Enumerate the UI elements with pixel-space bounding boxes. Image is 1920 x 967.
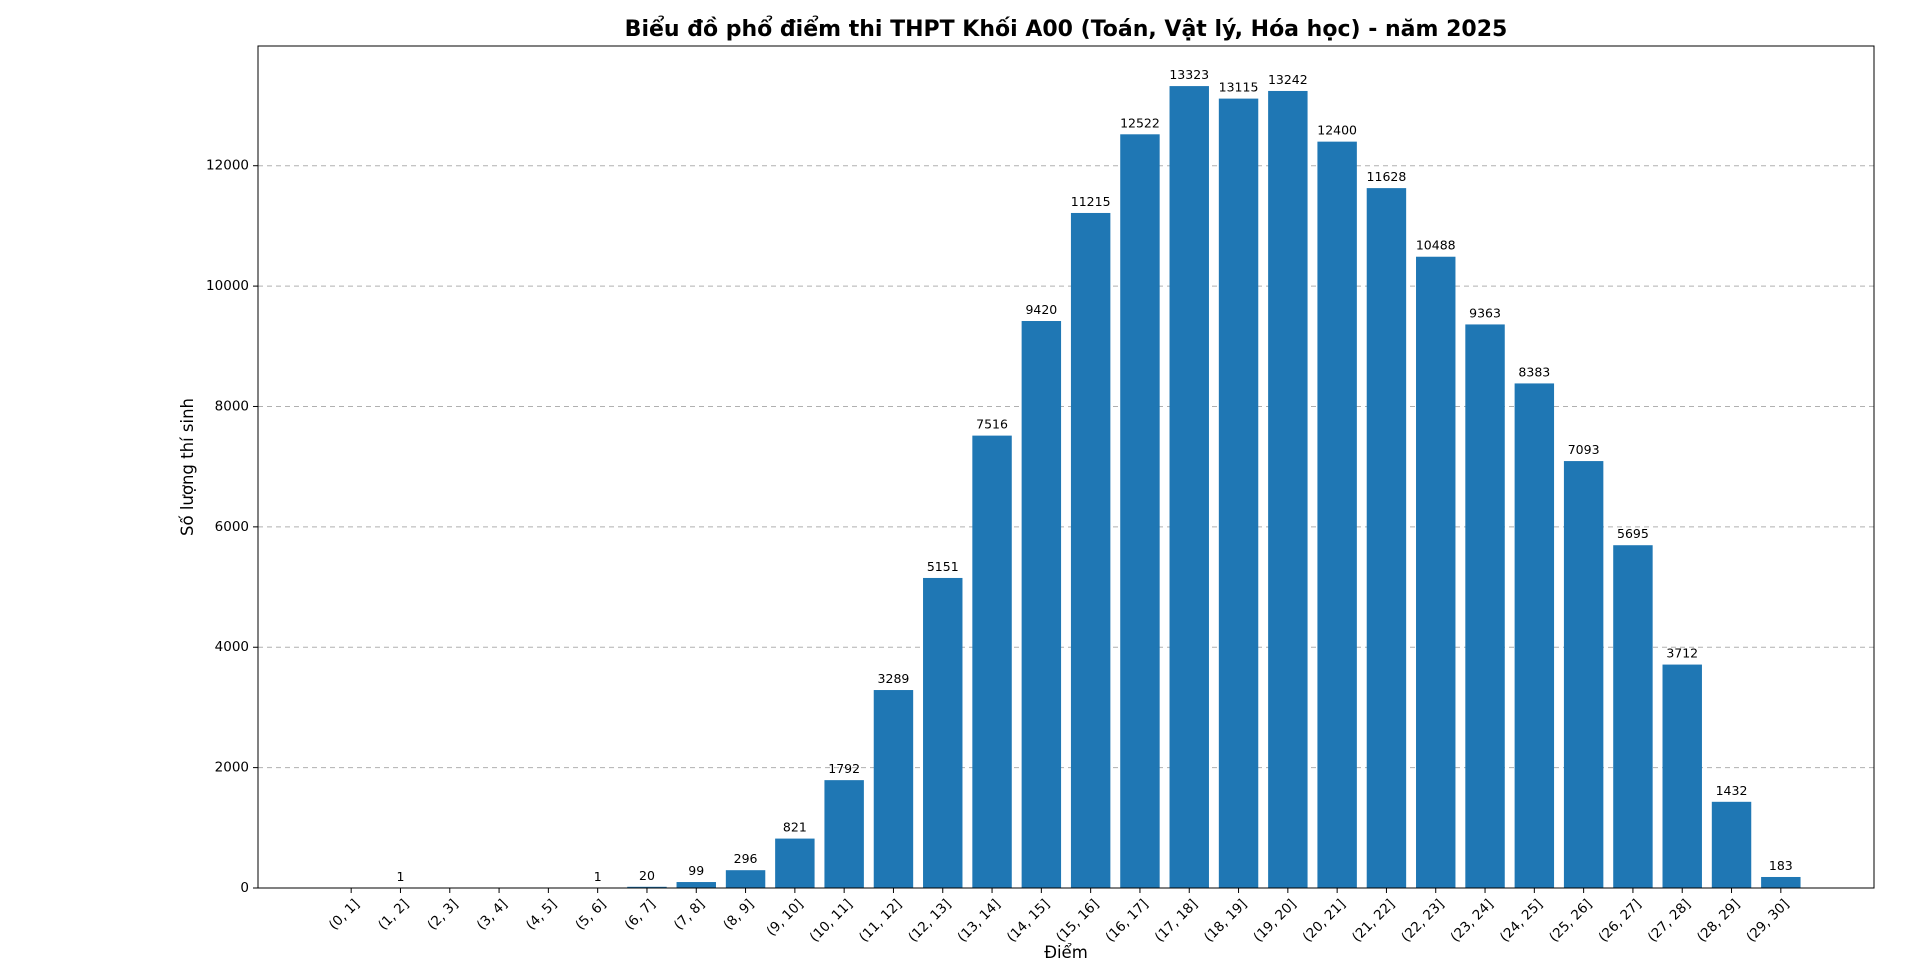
x-tick-label: (16, 17] — [1102, 896, 1151, 945]
bar — [824, 780, 864, 888]
value-label: 12400 — [1317, 123, 1357, 138]
x-tick-label: (15, 16] — [1053, 896, 1102, 945]
bar — [1268, 90, 1308, 889]
bar — [1416, 256, 1456, 888]
bar — [1711, 801, 1752, 888]
x-tick-label: (2, 3] — [424, 896, 461, 933]
bar — [1514, 383, 1555, 888]
x-tick-label: (20, 21] — [1300, 896, 1349, 945]
x-tick-label: (17, 18] — [1152, 896, 1201, 945]
y-axis-label: Số lượng thí sinh — [178, 398, 197, 536]
value-label: 13115 — [1219, 80, 1259, 95]
value-label: 99 — [688, 863, 704, 878]
bar — [1120, 134, 1160, 888]
x-tick-label: (27, 28] — [1645, 896, 1694, 945]
x-tick-label: (14, 15] — [1004, 896, 1053, 945]
bar — [725, 870, 766, 888]
y-tick-label: 8000 — [215, 398, 249, 414]
x-tick-label: (9, 10] — [763, 896, 806, 939]
x-axis-label: Điểm — [1044, 943, 1088, 962]
y-tick-label: 2000 — [215, 760, 249, 776]
value-label: 296 — [734, 851, 758, 866]
x-tick-label: (6, 7] — [622, 896, 659, 933]
x-tick-label: (0, 1] — [326, 896, 363, 933]
x-tick-label: (21, 22] — [1349, 896, 1398, 945]
chart-title: Biểu đồ phổ điểm thi THPT Khối A00 (Toán… — [625, 16, 1508, 42]
y-tick-label: 0 — [240, 880, 249, 896]
x-tick-label: (29, 30] — [1743, 896, 1792, 945]
bar — [676, 882, 716, 888]
value-label: 183 — [1769, 858, 1793, 873]
value-label: 20 — [639, 868, 655, 883]
value-label: 7093 — [1568, 442, 1600, 457]
y-tick-label: 4000 — [215, 639, 249, 655]
value-label: 13323 — [1169, 67, 1209, 82]
value-label: 11215 — [1071, 194, 1111, 209]
y-tick-label: 10000 — [206, 278, 249, 294]
x-tick-label: (8, 9] — [720, 896, 757, 933]
bar — [1218, 98, 1259, 888]
x-tick-label: (3, 4] — [474, 896, 511, 933]
value-label: 1 — [396, 869, 404, 884]
value-label: 9363 — [1469, 305, 1501, 320]
value-label: 13242 — [1268, 72, 1308, 87]
value-label: 5695 — [1617, 526, 1649, 541]
bar — [775, 838, 815, 888]
x-tick-label: (4, 5] — [523, 896, 560, 933]
x-tick-label: (23, 24] — [1448, 896, 1497, 945]
x-tick-label: (11, 12] — [856, 896, 905, 945]
x-tick-label: (1, 2] — [375, 896, 412, 933]
y-tick-label: 12000 — [206, 158, 249, 174]
bar — [972, 435, 1012, 888]
bar — [873, 690, 914, 888]
x-tick-label: (22, 23] — [1398, 896, 1447, 945]
x-tick-label: (26, 27] — [1595, 896, 1644, 945]
x-tick-label: (7, 8] — [671, 896, 708, 933]
bar — [1169, 86, 1209, 888]
value-label: 8383 — [1518, 364, 1550, 379]
x-tick-label: (19, 20] — [1250, 896, 1299, 945]
value-label: 7516 — [976, 417, 1008, 432]
bar — [1070, 212, 1111, 888]
value-label: 10488 — [1416, 238, 1456, 253]
bar — [627, 886, 667, 888]
bar — [1465, 324, 1505, 888]
value-label: 821 — [783, 820, 807, 835]
value-label: 1432 — [1716, 783, 1748, 798]
x-tick-label: (28, 29] — [1694, 896, 1743, 945]
bar — [1021, 321, 1062, 888]
value-label: 1792 — [828, 761, 860, 776]
value-label: 11628 — [1367, 169, 1407, 184]
x-tick-label: (13, 14] — [955, 896, 1004, 945]
bar — [1366, 188, 1407, 888]
value-label: 3289 — [878, 671, 910, 686]
value-label: 1 — [594, 869, 602, 884]
x-tick-label: (10, 11] — [807, 896, 856, 945]
bar — [923, 577, 963, 888]
x-tick-label: (12, 13] — [905, 896, 954, 945]
plot-frame — [257, 45, 1875, 889]
bar — [1317, 141, 1357, 888]
value-label: 5151 — [927, 559, 959, 574]
x-tick-label: (18, 19] — [1201, 896, 1250, 945]
x-tick-label: (25, 26] — [1546, 896, 1595, 945]
value-label: 3712 — [1666, 646, 1698, 661]
bar — [1761, 876, 1801, 888]
bar — [1563, 461, 1604, 888]
x-tick-label: (5, 6] — [572, 896, 609, 933]
bar — [1613, 545, 1653, 888]
value-label: 12522 — [1120, 115, 1160, 130]
value-label: 9420 — [1025, 302, 1057, 317]
y-tick-label: 6000 — [215, 519, 249, 535]
bar — [1662, 664, 1702, 888]
x-tick-label: (24, 25] — [1497, 896, 1546, 945]
